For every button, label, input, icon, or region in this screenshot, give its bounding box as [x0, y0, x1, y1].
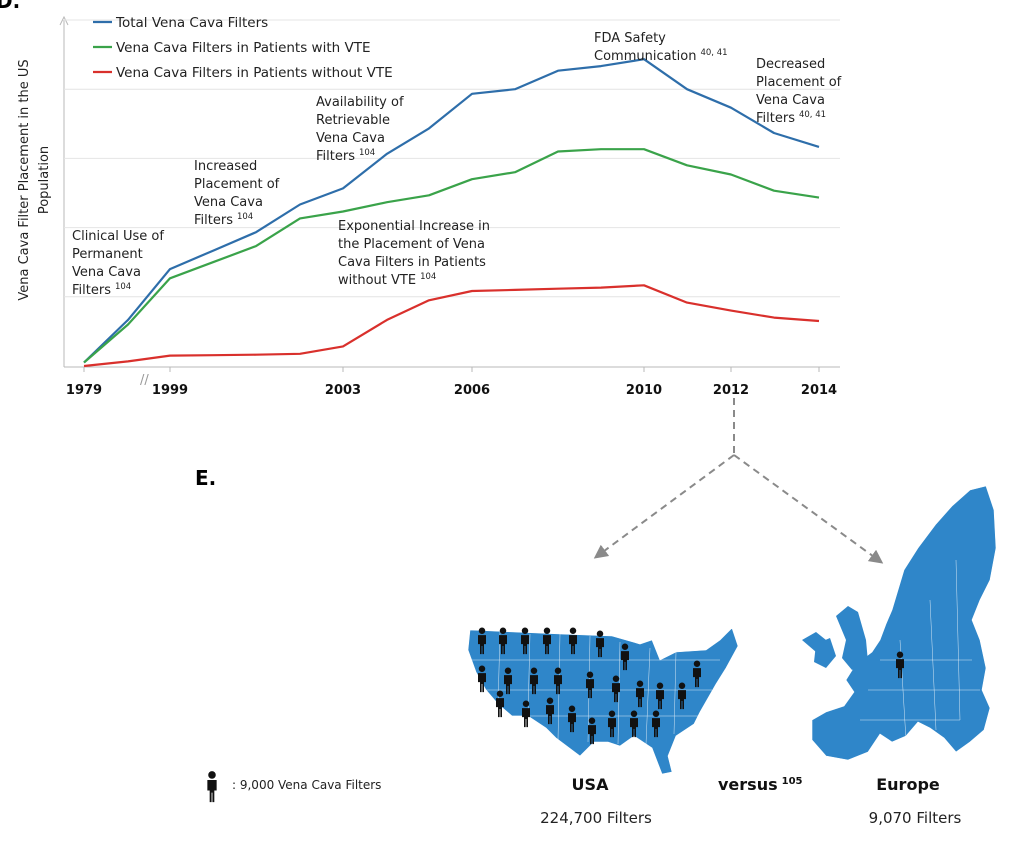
annotation-5-line: FDA Safety: [594, 31, 666, 46]
annotation-1: Clinical Use of Permanent Vena Cava Filters…: [72, 229, 164, 298]
axes: [59, 15, 840, 368]
arrow-to-europe: [733, 454, 884, 564]
legend-item-no-vte: Vena Cava Filters in Patients without VT…: [93, 65, 393, 81]
annotation-6-line: Placement of: [756, 75, 842, 90]
europe-borders: [860, 559, 980, 741]
x-tick-label-2014: 2014: [801, 383, 837, 398]
usa-map-shape: [467, 627, 739, 775]
panel-e-letter: E.: [195, 466, 216, 490]
x-tick-label-1999: 1999: [152, 383, 188, 398]
annotation-2-line: Vena Cava: [194, 195, 263, 210]
legend-label-total: Total Vena Cava Filters: [115, 15, 268, 31]
annotation-3: Availability of Retrievable Vena Cava Filte…: [316, 95, 404, 164]
annotation-4: Exponential Increase in the Placement of …: [338, 219, 490, 288]
annotation-1-line: Clinical Use of: [72, 229, 164, 244]
x-tick-label-1979: 1979: [66, 383, 102, 398]
europe-count: 9,070 Filters: [869, 809, 962, 827]
europe-map-shape: [811, 485, 997, 761]
annotation-5-line: Communication 40, 41: [594, 48, 728, 64]
annotation-ref: 104: [359, 148, 375, 158]
annotation-4-line: Exponential Increase in: [338, 219, 490, 234]
annotation-4-line: without VTE 104: [338, 272, 436, 288]
y-axis-label-line-2: Population: [37, 146, 52, 214]
x-tick-label-2003: 2003: [325, 383, 361, 398]
annotation-1-line: Vena Cava: [72, 265, 141, 280]
europe-label: Europe: [876, 775, 940, 794]
legend-label-no-vte: Vena Cava Filters in Patients without VT…: [116, 65, 393, 81]
europe-map: [802, 485, 997, 761]
legend-item-vte: Vena Cava Filters in Patients with VTE: [93, 40, 371, 56]
annotation-6-line: Filters 40, 41: [756, 110, 826, 126]
annotation-2-line: Placement of: [194, 177, 280, 192]
series-line-3: [83, 284, 820, 368]
person-icon: [496, 690, 504, 718]
arrow-to-usa: [593, 454, 735, 559]
annotation-ref: 40, 41: [700, 48, 727, 58]
annotation-2-line: Increased: [194, 159, 257, 174]
annotation-2-line: Filters 104: [194, 212, 253, 228]
annotations: Clinical Use of Permanent Vena Cava Filters…: [72, 31, 842, 298]
icon-key: : 9,000 Vena Cava Filters: [207, 771, 381, 803]
annotation-ref: 104: [115, 282, 131, 292]
panel-d-letter: D.: [0, 0, 20, 13]
annotation-2: Increased Placement of Vena Cava Filters 104: [194, 159, 280, 228]
versus-text: versus: [718, 775, 778, 794]
icon-key-label: : 9,000 Vena Cava Filters: [232, 778, 381, 792]
annotation-4-line: the Placement of Vena: [338, 237, 485, 252]
usa-count: 224,700 Filters: [540, 809, 652, 827]
legend: Total Vena Cava Filters Vena Cava Filter…: [93, 15, 393, 81]
series-line-2: [83, 148, 820, 364]
y-axis-label: Vena Cava Filter Placement in the US Pop…: [17, 59, 52, 300]
series-layer: [83, 58, 820, 368]
annotation-6: Decreased Placement of Vena Cava Filters 40,…: [756, 57, 842, 126]
annotation-6-line: Vena Cava: [756, 93, 825, 108]
annotation-3-line: Retrievable: [316, 113, 390, 128]
y-axis-label-line-1: Vena Cava Filter Placement in the US: [17, 59, 32, 300]
versus-ref: 105: [782, 776, 803, 787]
versus-label: versus 105: [718, 775, 803, 794]
person-icon: [522, 700, 530, 728]
iceland-shape: [802, 632, 826, 652]
x-tick-label-2010: 2010: [626, 383, 662, 398]
annotation-3-line: Availability of: [316, 95, 404, 110]
annotation-ref: 104: [420, 272, 436, 282]
annotation-ref: 40, 41: [799, 110, 826, 120]
annotation-4-line: Cava Filters in Patients: [338, 255, 486, 270]
series-line-1: [83, 58, 820, 364]
x-tick-label-2006: 2006: [454, 383, 490, 398]
annotation-6-line: Decreased: [756, 57, 825, 72]
x-tick-label-2012: 2012: [713, 383, 749, 398]
annotation-5: FDA Safety Communication 40, 41: [594, 31, 728, 64]
x-axis-break-mark: //: [140, 373, 149, 388]
usa-label: USA: [572, 775, 610, 794]
annotation-3-line: Filters 104: [316, 148, 375, 164]
x-axis-ticks: 1979 1999 2003 2006 2010 2012 2014: [66, 367, 837, 398]
gridlines: [64, 19, 840, 298]
annotation-ref: 104: [237, 212, 253, 222]
person-icon: [207, 771, 217, 803]
annotation-3-line: Vena Cava: [316, 131, 385, 146]
britain-shape: [836, 606, 868, 670]
legend-item-total: Total Vena Cava Filters: [93, 15, 268, 31]
annotation-1-line: Filters 104: [72, 282, 131, 298]
y-axis-arrow: [59, 15, 69, 26]
connector-arrows: [593, 398, 884, 564]
annotation-1-line: Permanent: [72, 247, 143, 262]
legend-label-vte: Vena Cava Filters in Patients with VTE: [116, 40, 371, 56]
usa-map: [467, 627, 739, 775]
